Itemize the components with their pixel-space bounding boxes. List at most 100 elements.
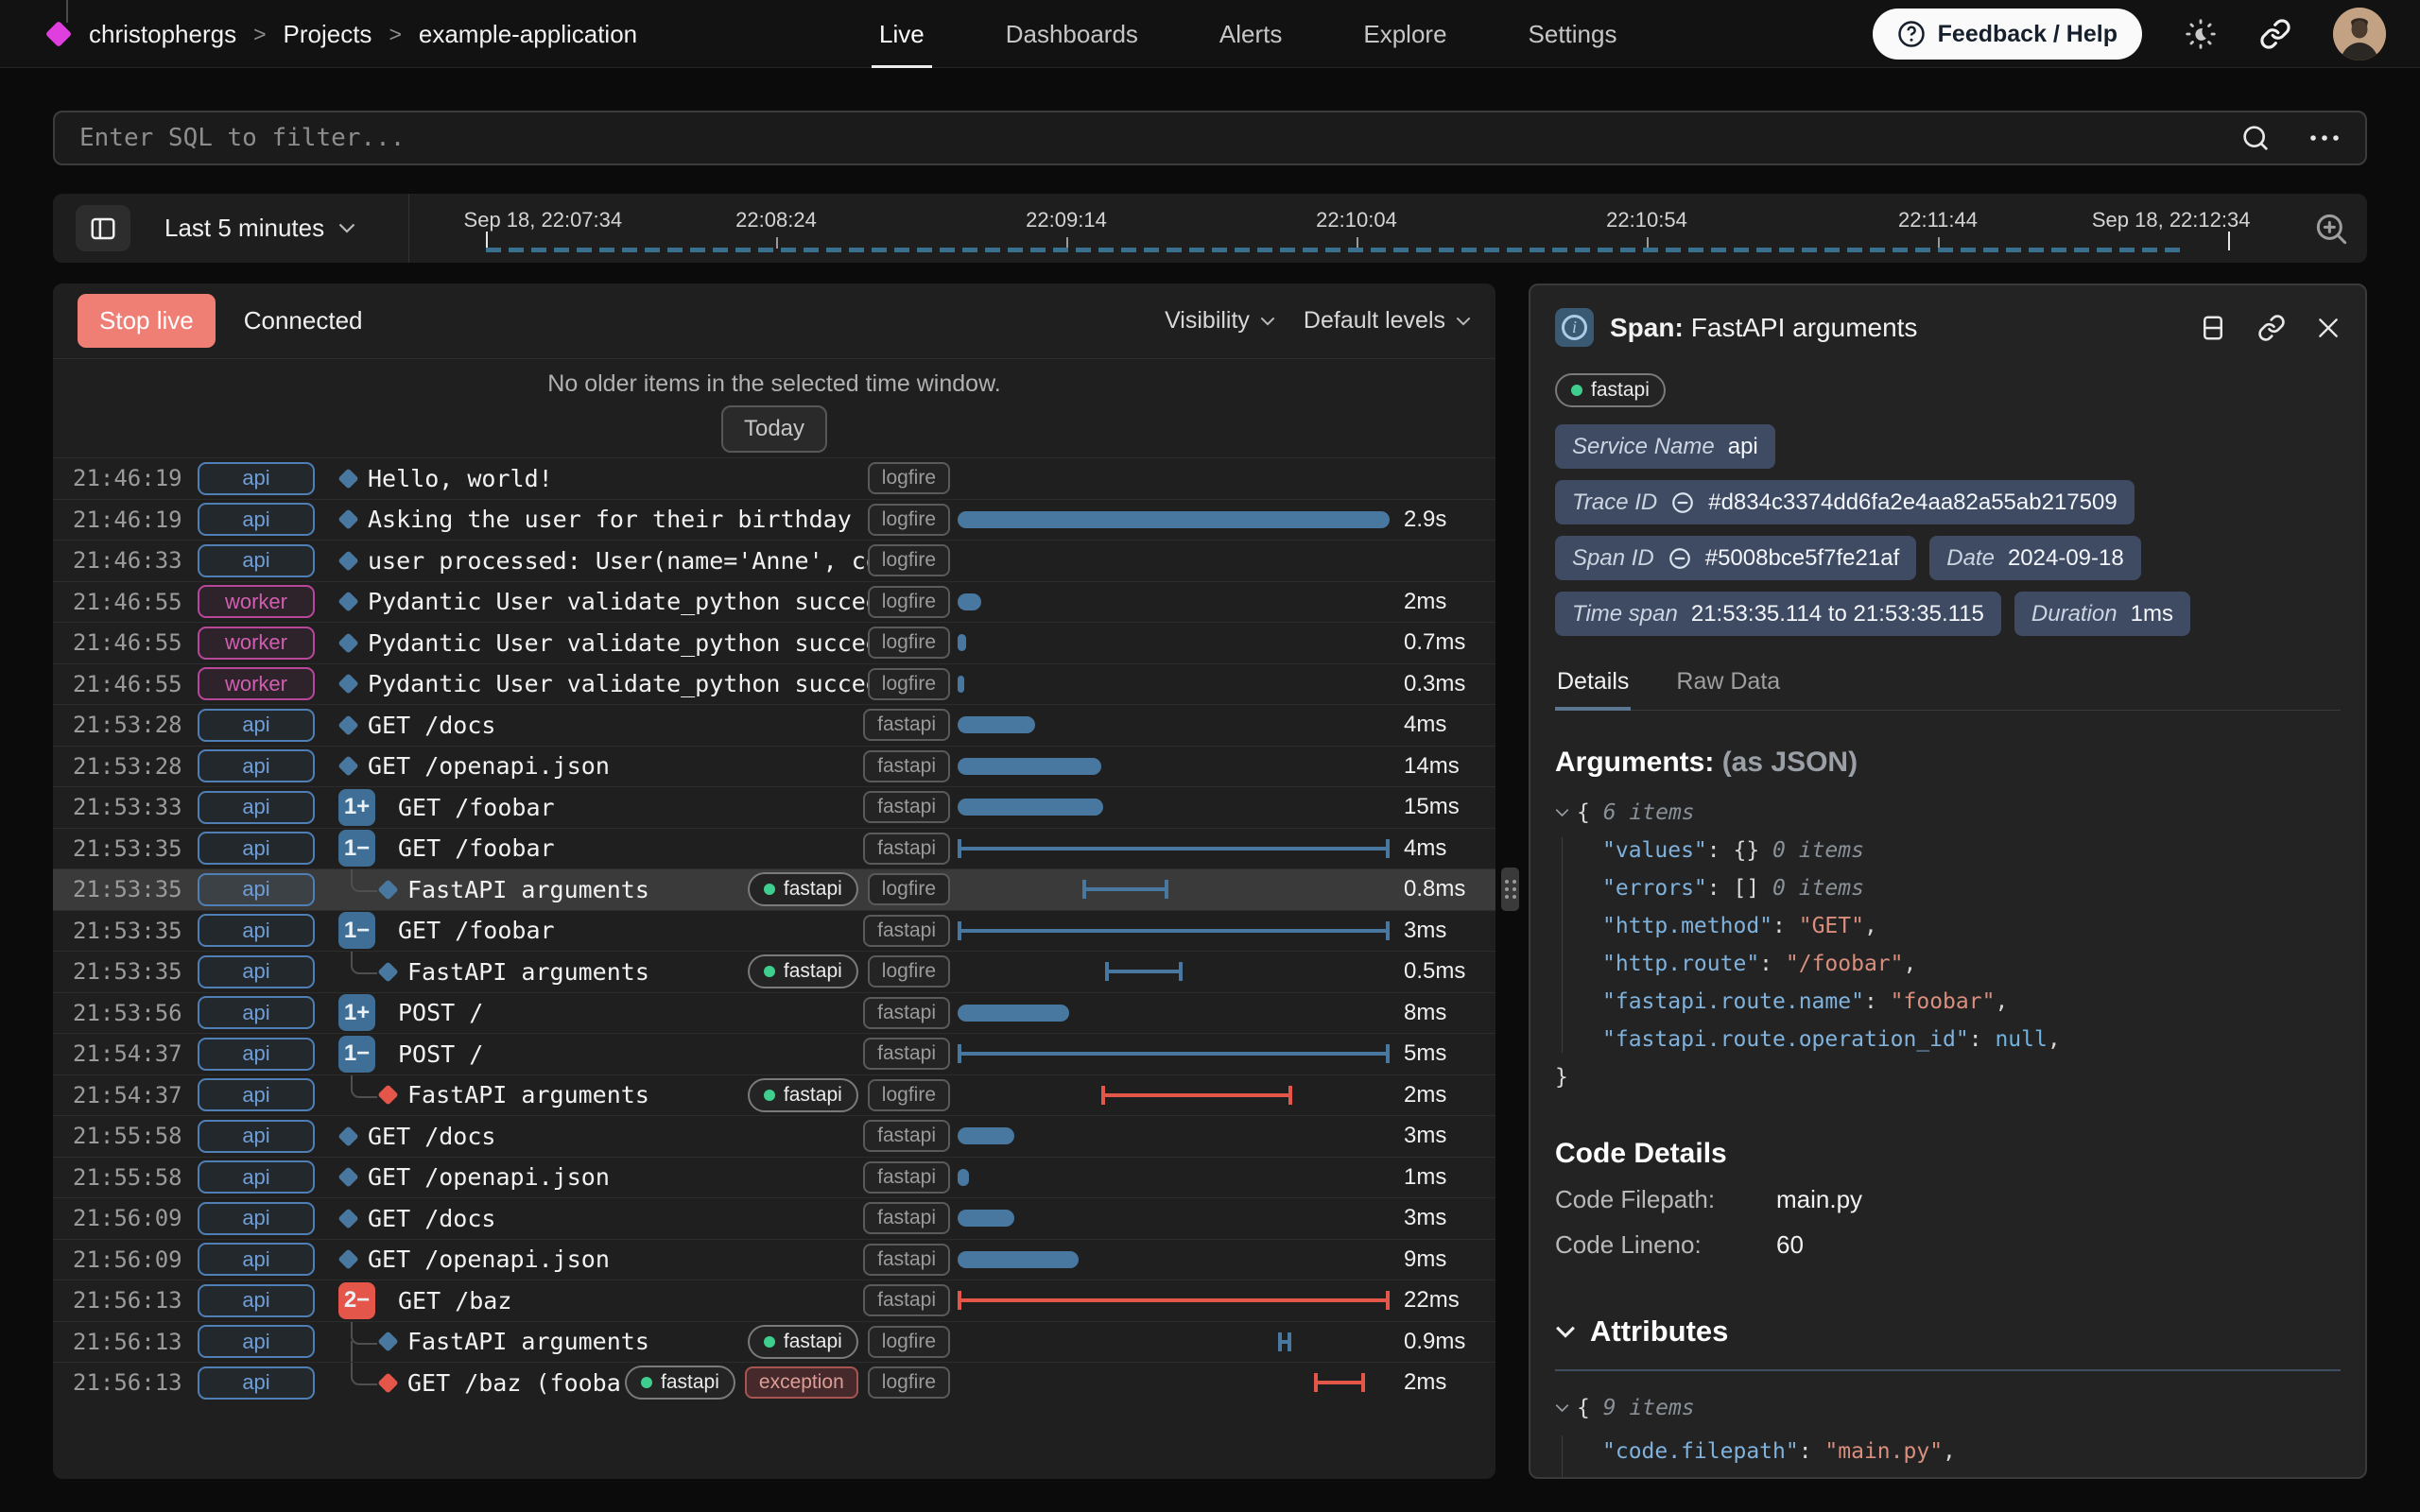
duration-bar xyxy=(958,716,1035,733)
logfire-tag[interactable]: logfire xyxy=(868,627,950,659)
collapse-caret-icon[interactable] xyxy=(1555,808,1569,817)
log-row[interactable]: 21:46:19apiAsking the user for their bir… xyxy=(53,499,1495,541)
log-row[interactable]: 21:53:28apiGET /openapi.jsonfastapi14ms xyxy=(53,746,1495,787)
fastapi-tag-pill[interactable]: fastapi xyxy=(748,954,858,988)
attributes-json-viewer[interactable]: { 9 items"code.filepath": "main.py","cod… xyxy=(1555,1386,2341,1479)
link-icon[interactable] xyxy=(1670,490,1695,515)
default-levels-dropdown[interactable]: Default levels xyxy=(1304,307,1471,335)
json-line: "http.method": "GET", xyxy=(1555,907,2341,945)
timeline-track[interactable]: Sep 18, 22:07:3422:08:2422:09:1422:10:04… xyxy=(53,194,2367,263)
span-title: Span:FastAPI arguments xyxy=(1610,313,1917,343)
tab-raw-data[interactable]: Raw Data xyxy=(1674,661,1782,710)
logfire-logo-icon[interactable] xyxy=(45,21,72,47)
span-id-chip: Span ID#5008bce5f7fe21af xyxy=(1555,536,1916,580)
child-count-badge[interactable]: 2− xyxy=(338,1282,375,1319)
dock-panel-icon[interactable] xyxy=(2199,314,2227,342)
log-row[interactable]: 21:53:33api1+GET /foobarfastapi15ms xyxy=(53,786,1495,828)
breadcrumb-projects[interactable]: Projects xyxy=(284,20,372,49)
exception-tag[interactable]: exception xyxy=(745,1366,858,1399)
tab-live[interactable]: Live xyxy=(879,0,925,68)
log-row[interactable]: 21:46:33apiuser processed: User(name='An… xyxy=(53,540,1495,581)
log-row[interactable]: 21:53:56api1+POST /fastapi8ms xyxy=(53,992,1495,1034)
tab-details[interactable]: Details xyxy=(1555,661,1631,710)
logfire-tag[interactable]: logfire xyxy=(868,544,950,576)
copy-link-icon[interactable] xyxy=(2257,314,2286,342)
child-count-badge[interactable]: 1+ xyxy=(338,789,375,826)
fastapi-tag[interactable]: fastapi xyxy=(863,997,950,1029)
log-row[interactable]: 21:46:19apiHello, world!logfire xyxy=(53,457,1495,499)
log-row[interactable]: 21:54:37api1−POST /fastapi5ms xyxy=(53,1033,1495,1074)
stop-live-button[interactable]: Stop live xyxy=(78,294,216,348)
fastapi-tag[interactable]: fastapi xyxy=(863,709,950,741)
row-duration-bar xyxy=(958,747,1392,787)
search-icon[interactable] xyxy=(2240,123,2271,153)
logfire-tag[interactable]: logfire xyxy=(868,873,950,905)
fastapi-tag[interactable]: fastapi xyxy=(863,1284,950,1316)
child-count-badge[interactable]: 1+ xyxy=(338,994,375,1031)
log-row[interactable]: 21:46:55workerPydantic User validate_pyt… xyxy=(53,663,1495,705)
log-row[interactable]: 21:53:28apiGET /docsfastapi4ms xyxy=(53,704,1495,746)
log-row[interactable]: 21:55:58apiGET /openapi.jsonfastapi1ms xyxy=(53,1157,1495,1198)
logfire-tag[interactable]: logfire xyxy=(868,1366,950,1399)
feedback-help-button[interactable]: Feedback / Help xyxy=(1873,9,2142,60)
logfire-tag[interactable]: logfire xyxy=(868,586,950,618)
logfire-tag[interactable]: logfire xyxy=(868,504,950,536)
arguments-json-viewer[interactable]: { 6 items"values": {} 0 items"errors": [… xyxy=(1555,794,2341,1096)
log-row[interactable]: 21:46:55workerPydantic User validate_pyt… xyxy=(53,581,1495,623)
logfire-tag[interactable]: logfire xyxy=(868,462,950,494)
log-row[interactable]: 21:54:37apiFastAPI argumentsfastapilogfi… xyxy=(53,1074,1495,1116)
log-row[interactable]: 21:53:35apiFastAPI argumentsfastapilogfi… xyxy=(53,868,1495,910)
fastapi-tag[interactable]: fastapi xyxy=(863,833,950,865)
fastapi-tag-pill[interactable]: fastapi xyxy=(748,1325,858,1359)
fastapi-tag-pill[interactable]: fastapi xyxy=(625,1366,735,1400)
log-row[interactable]: 21:46:55workerPydantic User validate_pyt… xyxy=(53,622,1495,663)
logfire-tag[interactable]: logfire xyxy=(868,668,950,700)
collapse-caret-icon[interactable] xyxy=(1555,1403,1569,1413)
logfire-tag[interactable]: logfire xyxy=(868,1079,950,1111)
log-row[interactable]: 21:56:13apiGET /baz (foobar)fastapiexcep… xyxy=(53,1362,1495,1403)
child-count-badge[interactable]: 1− xyxy=(338,912,375,949)
fastapi-tag[interactable]: fastapi xyxy=(863,1120,950,1152)
log-row[interactable]: 21:55:58apiGET /docsfastapi3ms xyxy=(53,1115,1495,1157)
log-row[interactable]: 21:56:09apiGET /docsfastapi3ms xyxy=(53,1197,1495,1239)
log-row[interactable]: 21:53:35api1−GET /foobarfastapi3ms xyxy=(53,910,1495,952)
fastapi-tag[interactable]: fastapi xyxy=(863,1038,950,1070)
logfire-tag[interactable]: logfire xyxy=(868,955,950,988)
more-options-icon[interactable] xyxy=(2308,132,2341,144)
theme-toggle-icon[interactable] xyxy=(2184,17,2218,51)
breadcrumb-project[interactable]: example-application xyxy=(419,20,637,49)
user-avatar[interactable] xyxy=(2333,8,2386,60)
fastapi-tag[interactable]: fastapi xyxy=(863,791,950,823)
share-link-icon[interactable] xyxy=(2259,18,2291,50)
panel-resize-handle[interactable] xyxy=(1501,868,1519,911)
tab-alerts[interactable]: Alerts xyxy=(1219,0,1282,68)
service-tag-pill[interactable]: fastapi xyxy=(1555,373,1666,407)
fastapi-tag[interactable]: fastapi xyxy=(863,915,950,947)
log-row[interactable]: 21:53:35apiFastAPI argumentsfastapilogfi… xyxy=(53,951,1495,992)
attributes-heading[interactable]: Attributes xyxy=(1555,1314,2341,1349)
breadcrumb-org[interactable]: christophergs xyxy=(89,20,236,49)
log-row[interactable]: 21:53:35api1−GET /foobarfastapi4ms xyxy=(53,828,1495,869)
sql-filter-input[interactable]: Enter SQL to filter... xyxy=(53,111,2367,165)
row-timestamp: 21:56:13 xyxy=(53,1369,198,1396)
fastapi-tag[interactable]: fastapi xyxy=(863,1202,950,1234)
child-count-badge[interactable]: 1− xyxy=(338,830,375,867)
child-count-badge[interactable]: 1− xyxy=(338,1036,375,1073)
tab-explore[interactable]: Explore xyxy=(1363,0,1446,68)
log-row[interactable]: 21:56:13apiFastAPI argumentsfastapilogfi… xyxy=(53,1321,1495,1363)
fastapi-tag[interactable]: fastapi xyxy=(863,750,950,782)
fastapi-tag[interactable]: fastapi xyxy=(863,1161,950,1194)
today-button[interactable]: Today xyxy=(721,405,827,453)
tab-dashboards[interactable]: Dashboards xyxy=(1006,0,1138,68)
fastapi-tag-pill[interactable]: fastapi xyxy=(748,872,858,906)
log-row[interactable]: 21:56:13api2−GET /bazfastapi22ms xyxy=(53,1280,1495,1321)
log-row[interactable]: 21:56:09apiGET /openapi.jsonfastapi9ms xyxy=(53,1239,1495,1280)
link-icon[interactable] xyxy=(1668,546,1692,571)
zoom-in-icon[interactable] xyxy=(2312,210,2350,248)
close-icon[interactable] xyxy=(2316,316,2341,340)
logfire-tag[interactable]: logfire xyxy=(868,1326,950,1358)
fastapi-tag[interactable]: fastapi xyxy=(863,1244,950,1276)
tab-settings[interactable]: Settings xyxy=(1529,0,1617,68)
visibility-dropdown[interactable]: Visibility xyxy=(1165,307,1275,335)
fastapi-tag-pill[interactable]: fastapi xyxy=(748,1078,858,1112)
